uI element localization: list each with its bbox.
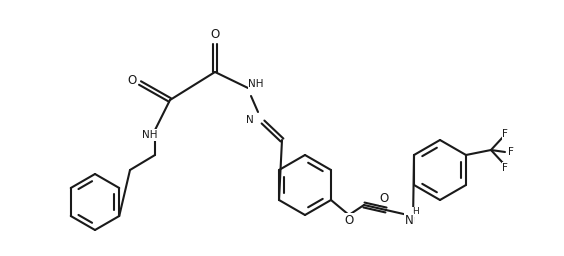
Text: F: F <box>502 129 508 139</box>
Text: N: N <box>404 214 413 227</box>
Text: F: F <box>508 147 514 157</box>
Text: NH: NH <box>142 130 158 140</box>
Text: NH: NH <box>248 79 264 89</box>
Text: N: N <box>246 115 254 125</box>
Text: F: F <box>502 163 508 173</box>
Text: O: O <box>210 27 219 40</box>
Text: O: O <box>380 191 389 205</box>
Text: H: H <box>413 208 420 217</box>
Text: O: O <box>345 214 354 227</box>
Text: O: O <box>127 73 136 87</box>
